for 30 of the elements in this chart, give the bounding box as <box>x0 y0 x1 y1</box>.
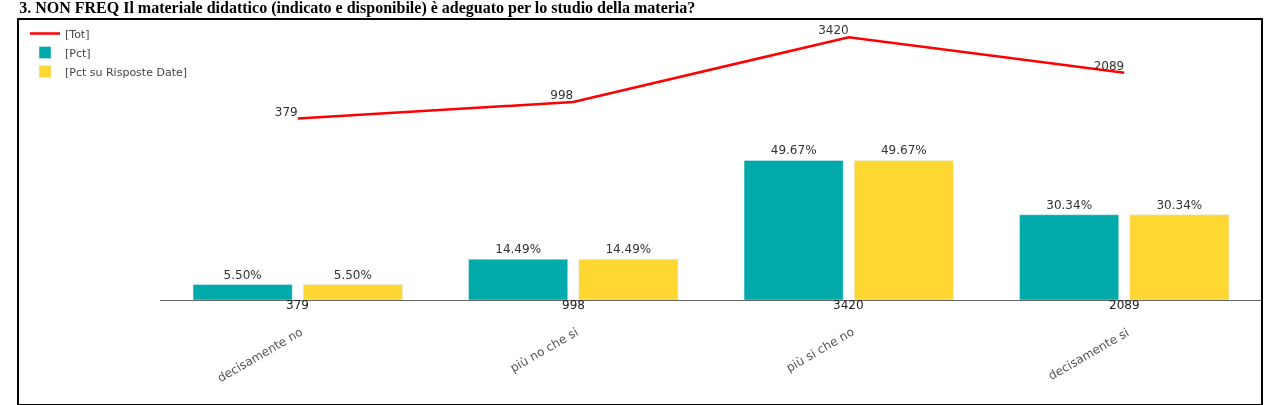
data-label: 3420 <box>818 23 849 38</box>
bar <box>1129 214 1230 300</box>
bar <box>1019 214 1119 300</box>
text: 2089 <box>1109 298 1140 312</box>
bar <box>854 160 954 300</box>
data-label: 379 <box>274 104 298 119</box>
chart-title: 3. NON FREQ Il materiale didattico (indicato e disponibile) è adeguato per lo studio della materia? <box>19 0 696 18</box>
x-tick-label: più si che no <box>783 324 857 375</box>
data-label: 30.34% <box>1156 197 1203 212</box>
data-label: 49.67% <box>770 143 817 158</box>
data-label: 14.49% <box>605 242 652 257</box>
legend-label: [Pct su Risposte Date] <box>65 65 188 79</box>
data-label: 30.34% <box>1046 197 1093 212</box>
data-label: 14.49% <box>495 242 542 257</box>
data-label: 5.50% <box>333 267 372 282</box>
text: 3420 <box>833 298 864 312</box>
bar <box>468 259 568 300</box>
data-label: 998 <box>550 88 574 103</box>
data-label: 49.67% <box>880 143 927 158</box>
text: 379 <box>286 298 309 312</box>
legend-label: [Tot] <box>65 27 90 41</box>
data-label: 2089 <box>1093 58 1125 73</box>
legend-label: [Pct] <box>65 46 91 60</box>
bar <box>192 284 293 300</box>
text: 998 <box>562 298 585 312</box>
data-label: 5.50% <box>223 267 262 282</box>
bar <box>743 160 844 300</box>
bar <box>303 284 403 300</box>
x-tick-label: più no che si <box>507 324 581 376</box>
bar <box>578 259 679 300</box>
